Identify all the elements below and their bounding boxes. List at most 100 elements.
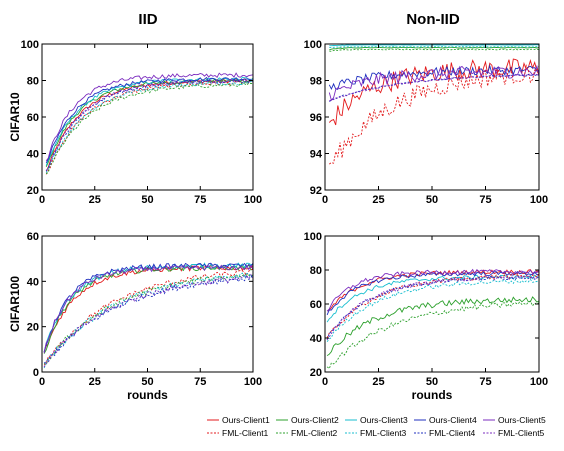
x-tick-label: 50 xyxy=(426,194,438,206)
y-tick-label: 60 xyxy=(27,112,39,124)
x-tick-label: 0 xyxy=(39,376,45,388)
series-ours-client1 xyxy=(326,269,539,312)
x-tick-label: 25 xyxy=(89,194,101,206)
series-fml-client2 xyxy=(329,48,539,52)
series-ours-client4 xyxy=(45,76,253,164)
panel-4: 0 25 50 75 100 20 40 60 80 100 rounds xyxy=(304,231,549,402)
plot-area xyxy=(326,268,539,370)
series-ours-client5 xyxy=(326,268,539,312)
y-tick-label: 92 xyxy=(310,185,322,197)
series-fml-client1 xyxy=(43,268,253,366)
series-ours-client3 xyxy=(326,274,539,323)
legend-item-fml-client3: FML-Client3 xyxy=(345,428,407,438)
series-fml-client1 xyxy=(326,273,539,339)
y-tick-label: 60 xyxy=(310,299,322,311)
legend-item-ours-client1: Ours-Client1 xyxy=(207,415,270,425)
plot-frame xyxy=(41,235,254,373)
series-ours-client3 xyxy=(45,76,253,166)
y-tick-label: 80 xyxy=(310,265,322,277)
series-fml-client3 xyxy=(329,46,539,49)
y-tick-label: 100 xyxy=(21,39,39,51)
legend-item-fml-client1: FML-Client1 xyxy=(207,428,269,438)
y-tick-label: 96 xyxy=(310,112,322,124)
series-ours-client3 xyxy=(43,262,253,352)
col-title-noniid: Non-IID xyxy=(406,11,459,28)
x-tick-label: 50 xyxy=(426,376,438,388)
legend-label: FML-Client5 xyxy=(498,428,545,438)
series-ours-client5 xyxy=(328,64,539,102)
y-tick-label: 0 xyxy=(33,367,39,379)
x-tick-label: 100 xyxy=(244,194,262,206)
col-title-iid: IID xyxy=(138,11,157,28)
plot-area xyxy=(45,72,253,175)
series-fml-client3 xyxy=(326,278,539,342)
series-fml-client5 xyxy=(326,275,539,340)
series-fml-client4 xyxy=(43,274,253,364)
panel-3: 0 25 50 75 100 0 20 40 60 rounds xyxy=(27,231,262,402)
legend-label: Ours-Client2 xyxy=(291,415,339,425)
series-ours-client1 xyxy=(45,78,253,172)
series-ours-client3 xyxy=(329,44,539,47)
y-tick-label: 100 xyxy=(304,231,322,243)
legend-item-fml-client4: FML-Client4 xyxy=(414,428,476,438)
plot-frame xyxy=(41,43,254,191)
legend-label: FML-Client3 xyxy=(360,428,407,438)
legend-item-ours-client5: Ours-Client5 xyxy=(483,415,546,425)
legend-label: FML-Client4 xyxy=(429,428,476,438)
series-fml-client5 xyxy=(329,74,539,102)
x-tick-label: 50 xyxy=(141,376,153,388)
panel-2: 0 25 50 75 100 92 94 96 98 100 xyxy=(304,39,549,206)
x-tick-label: 75 xyxy=(479,376,491,388)
x-tick-label: 0 xyxy=(322,194,328,206)
series-ours-client2 xyxy=(326,296,539,356)
x-tick-label: 50 xyxy=(141,194,153,206)
x-tick-label: 75 xyxy=(479,194,491,206)
legend-label: Ours-Client3 xyxy=(360,415,408,425)
plot-area xyxy=(328,44,539,165)
legend-label: Ours-Client4 xyxy=(429,415,477,425)
y-tick-label: 98 xyxy=(310,76,322,88)
x-tick-label: 100 xyxy=(530,194,548,206)
y-tick-label: 20 xyxy=(310,367,322,379)
y-tick-label: 60 xyxy=(27,231,39,243)
x-tick-label: 25 xyxy=(89,376,101,388)
legend-item-fml-client5: FML-Client5 xyxy=(483,428,545,438)
legend-item-ours-client3: Ours-Client3 xyxy=(345,415,408,425)
legend-label: FML-Client1 xyxy=(222,428,269,438)
x-axis-label: rounds xyxy=(127,388,168,402)
series-ours-client4 xyxy=(43,262,253,353)
legend-label: Ours-Client1 xyxy=(222,415,270,425)
series-fml-client3 xyxy=(45,81,253,173)
x-axis-label: rounds xyxy=(412,388,453,402)
y-tick-label: 80 xyxy=(27,76,39,88)
legend-item-ours-client4: Ours-Client4 xyxy=(414,415,477,425)
series-fml-client1 xyxy=(329,63,539,165)
series-ours-client5 xyxy=(43,264,253,354)
x-tick-label: 100 xyxy=(530,376,548,388)
x-tick-label: 25 xyxy=(372,194,384,206)
x-tick-label: 75 xyxy=(194,194,206,206)
plot-area xyxy=(43,262,253,369)
series-fml-client3 xyxy=(43,272,253,369)
legend: Ours-Client1 Ours-Client2 Ours-Client3 Ours… xyxy=(207,415,546,438)
y-tick-label: 94 xyxy=(310,149,323,161)
legend-label: Ours-Client5 xyxy=(498,415,546,425)
series-fml-client4 xyxy=(45,78,253,172)
series-ours-client2 xyxy=(329,46,539,51)
panel-1: 0 25 50 75 100 20 40 60 80 100 xyxy=(21,39,263,206)
x-tick-label: 0 xyxy=(322,376,328,388)
series-fml-client4 xyxy=(326,274,539,340)
series-fml-client1 xyxy=(45,80,253,175)
x-tick-label: 0 xyxy=(39,194,45,206)
x-tick-label: 25 xyxy=(372,376,384,388)
y-tick-label: 20 xyxy=(27,185,39,197)
row-label-cifar100: CIFAR100 xyxy=(8,276,22,332)
legend-item-fml-client2: FML-Client2 xyxy=(276,428,338,438)
series-fml-client2 xyxy=(45,82,253,175)
row-label-cifar10: CIFAR10 xyxy=(8,92,22,142)
series-fml-client4 xyxy=(329,73,539,102)
series-fml-client5 xyxy=(45,79,253,171)
y-tick-label: 20 xyxy=(27,322,39,334)
